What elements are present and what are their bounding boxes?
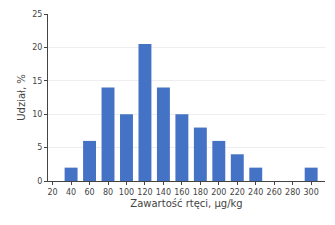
svg-text:25: 25 [32,10,42,19]
svg-text:300: 300 [304,188,319,197]
svg-text:20: 20 [32,43,42,52]
svg-text:240: 240 [248,188,263,197]
svg-text:260: 260 [267,188,282,197]
svg-text:Zawartość rtęci, μg/kg: Zawartość rtęci, μg/kg [130,198,242,209]
svg-text:180: 180 [193,188,208,197]
svg-text:280: 280 [285,188,300,197]
svg-text:20: 20 [48,188,58,197]
svg-text:120: 120 [137,188,152,197]
svg-text:100: 100 [119,188,134,197]
svg-text:160: 160 [174,188,189,197]
svg-text:10: 10 [32,110,42,119]
svg-text:200: 200 [211,188,226,197]
svg-text:0: 0 [37,177,42,186]
svg-text:40: 40 [66,188,76,197]
svg-text:220: 220 [230,188,245,197]
svg-text:15: 15 [32,77,42,86]
svg-text:60: 60 [84,188,94,197]
svg-text:5: 5 [37,143,42,152]
svg-text:Udział, %: Udział, % [16,74,27,121]
svg-text:80: 80 [103,188,113,197]
svg-text:140: 140 [156,188,171,197]
